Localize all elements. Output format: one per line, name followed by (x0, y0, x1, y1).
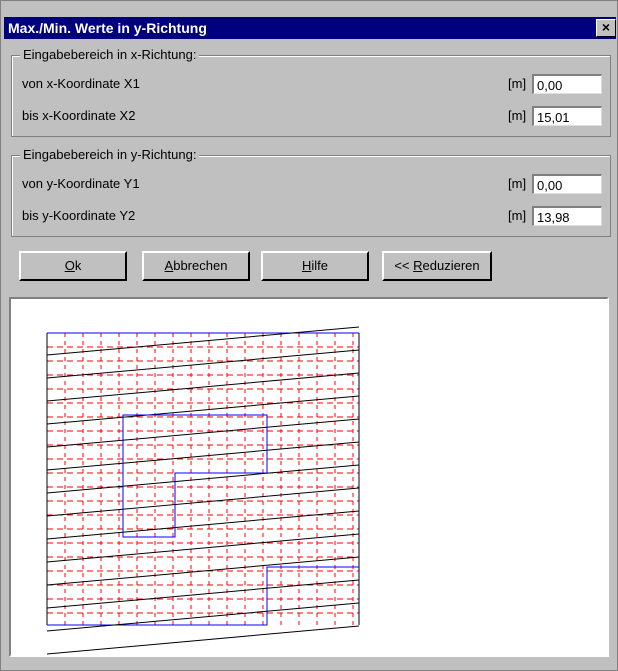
y2-input[interactable]: 13,98 (532, 206, 602, 226)
help-mnemonic: H (301, 258, 312, 273)
strip-line (46, 556, 360, 586)
preview-drawing (46, 326, 360, 655)
strip-line (46, 510, 360, 540)
outline-bottom-edge (47, 566, 359, 626)
strip-line (46, 395, 360, 425)
ok-button[interactable]: Ok (19, 251, 127, 281)
strip-line (46, 372, 360, 402)
cancel-mnemonic: A (164, 258, 174, 273)
ok-label: k (74, 258, 82, 273)
x2-label: bis x-Koordinate X2 (22, 108, 136, 123)
title-bar[interactable]: Max./Min. Werte in y-Richtung × (4, 17, 616, 39)
group-x-legend: Eingabebereich in x-Richtung: (20, 47, 200, 62)
reduce-prefix: << (394, 258, 414, 273)
help-button[interactable]: Hilfe (261, 251, 369, 281)
window-title: Max./Min. Werte in y-Richtung (8, 20, 207, 36)
y1-input[interactable]: 0,00 (532, 174, 602, 194)
strip-line (46, 441, 360, 471)
group-y-range: Eingabebereich in y-Richtung: von y-Koor… (11, 147, 611, 237)
strip-line (46, 625, 360, 655)
cancel-label: bbrechen (173, 258, 228, 273)
strip-line (46, 326, 360, 356)
x1-input[interactable]: 0,00 (532, 74, 602, 94)
group-y-legend: Eingabebereich in y-Richtung: (20, 147, 200, 162)
preview-panel (9, 297, 609, 657)
x1-unit: [m] (508, 76, 527, 91)
y2-unit: [m] (508, 208, 527, 223)
ok-mnemonic: O (64, 258, 75, 273)
strip-line (46, 464, 360, 494)
close-button[interactable]: × (596, 19, 616, 37)
y2-label: bis y-Koordinate Y2 (22, 208, 136, 223)
reduce-mnemonic: R (413, 258, 423, 273)
cancel-button[interactable]: Abbrechen (142, 251, 250, 281)
help-label: ilfe (311, 258, 328, 273)
close-icon: × (601, 19, 611, 35)
x2-unit: [m] (508, 108, 527, 123)
strip-line (46, 487, 360, 517)
y1-label: von y-Koordinate Y1 (22, 176, 140, 191)
strip-line (46, 533, 360, 563)
x1-label: von x-Koordinate X1 (22, 76, 140, 91)
bottom-strip (1, 659, 617, 670)
strip-line (46, 418, 360, 448)
reduce-button[interactable]: << Reduzieren (382, 251, 492, 281)
opening-outline (122, 414, 268, 538)
y1-unit: [m] (508, 176, 527, 191)
reduce-label: eduzieren (422, 258, 480, 273)
strip-line (46, 602, 360, 632)
group-x-range: Eingabebereich in x-Richtung: von x-Koor… (11, 47, 611, 137)
strip-line (46, 579, 360, 609)
strip-line (46, 349, 360, 379)
x2-input[interactable]: 15,01 (532, 106, 602, 126)
